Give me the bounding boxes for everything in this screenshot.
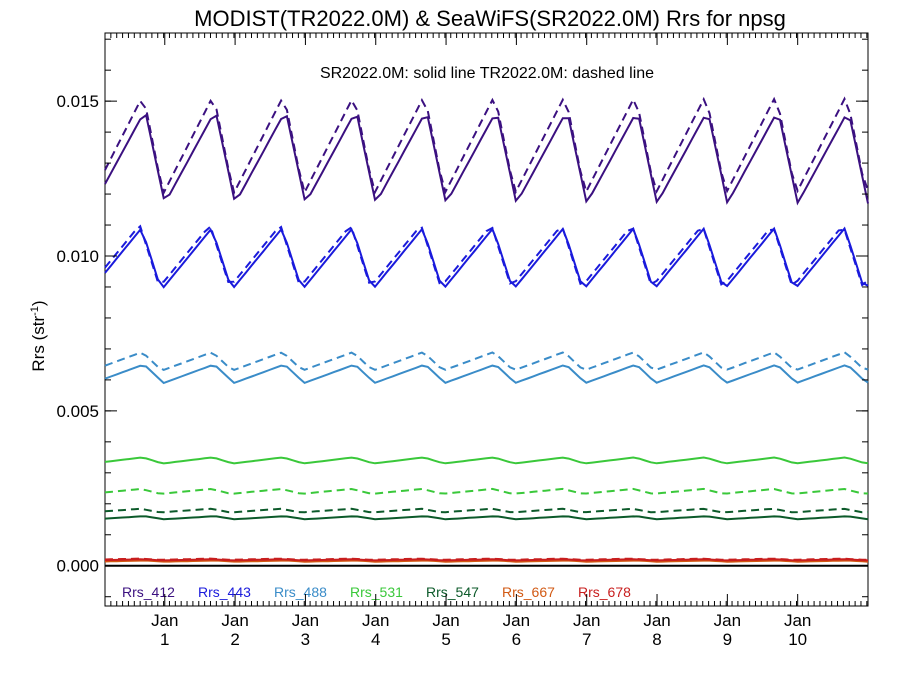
legend-rrs-443: Rrs_443 — [198, 584, 251, 600]
x-tick-year: 2 — [230, 630, 239, 649]
x-tick-month: Jan — [573, 611, 600, 630]
series-rrs-531-solid — [104, 456, 869, 465]
legend-rrs-678: Rrs_678 — [578, 584, 631, 600]
series-rrs-667-solid — [104, 559, 869, 563]
legend-rrs-412: Rrs_412 — [122, 584, 175, 600]
x-tick-year: 6 — [512, 630, 521, 649]
y-axis-label-close: ) — [29, 300, 48, 306]
legend-rrs-531: Rrs_531 — [350, 584, 403, 600]
x-tick-year: 9 — [723, 630, 732, 649]
plot-area — [104, 32, 869, 607]
x-tick-month: Jan — [292, 611, 319, 630]
x-tick-month: Jan — [784, 611, 811, 630]
y-axis-label-main: Rrs (str — [29, 316, 48, 372]
x-tick-month: Jan — [151, 611, 178, 630]
x-tick-year: 5 — [441, 630, 450, 649]
legend: Rrs_412 Rrs_443 Rrs_488 Rrs_531 Rrs_547 Rrs_6… — [122, 584, 631, 600]
x-tick-month: Jan — [503, 611, 530, 630]
x-tick-year: 4 — [371, 630, 380, 649]
x-tick-year: 8 — [652, 630, 661, 649]
x-tick-year: 7 — [582, 630, 591, 649]
legend-rrs-547: Rrs_547 — [426, 584, 479, 600]
series-rrs-488-solid — [104, 364, 869, 385]
line-style-note: SR2022.0M: solid line TR2022.0M: dashed … — [320, 65, 654, 82]
x-tick-month: Jan — [362, 611, 389, 630]
series-rrs-488-dashed — [104, 351, 869, 371]
x-tick-year: 1 — [160, 630, 169, 649]
series-rrs-443-solid — [104, 226, 869, 289]
x-tick-month: Jan — [714, 611, 741, 630]
x-axis: Jan1Jan2Jan3Jan4Jan5Jan6Jan7Jan8Jan9Jan1… — [104, 33, 868, 649]
y-axis: 0.000 0.005 0.010 0.015 — [56, 38, 868, 598]
series-rrs-531-dashed — [104, 487, 869, 495]
series-rrs-547-solid — [104, 515, 869, 521]
series-rrs-678-solid — [104, 558, 869, 562]
x-tick-month: Jan — [643, 611, 670, 630]
y-tick-label: 0.005 — [56, 402, 99, 421]
series-rrs-412-dashed — [104, 96, 869, 196]
y-tick-label: 0.010 — [56, 247, 99, 266]
series-rrs-443-dashed — [104, 224, 869, 287]
y-axis-label: Rrs (str-1) — [29, 300, 48, 371]
y-tick-label: 0.000 — [56, 557, 99, 576]
y-tick-label: 0.015 — [56, 92, 99, 111]
series-rrs-547-dashed — [104, 507, 869, 514]
y-axis-label-sup: -1 — [29, 306, 41, 316]
x-tick-year: 10 — [788, 630, 807, 649]
plot-frame — [104, 32, 869, 607]
x-tick-month: Jan — [221, 611, 248, 630]
chart-title: MODIST(TR2022.0M) & SeaWiFS(SR2022.0M) R… — [194, 6, 786, 31]
x-tick-month: Jan — [432, 611, 459, 630]
legend-rrs-488: Rrs_488 — [274, 584, 327, 600]
legend-rrs-667: Rrs_667 — [502, 584, 555, 600]
series-rrs-412-solid — [104, 113, 869, 206]
x-tick-year: 3 — [301, 630, 310, 649]
